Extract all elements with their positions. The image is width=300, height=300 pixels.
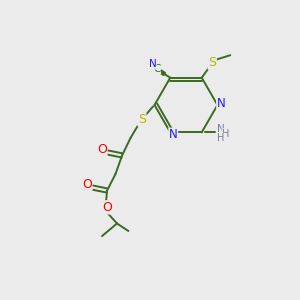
Text: O: O bbox=[102, 201, 112, 214]
Text: O: O bbox=[97, 143, 107, 156]
Text: N: N bbox=[217, 124, 224, 134]
Text: N: N bbox=[169, 128, 178, 141]
Text: O: O bbox=[82, 178, 92, 191]
Text: C: C bbox=[153, 64, 160, 74]
Text: S: S bbox=[138, 113, 146, 126]
Text: N: N bbox=[217, 97, 226, 110]
Text: H: H bbox=[222, 129, 230, 139]
Text: H: H bbox=[217, 133, 224, 143]
Text: N: N bbox=[148, 59, 156, 69]
Text: S: S bbox=[208, 56, 216, 69]
